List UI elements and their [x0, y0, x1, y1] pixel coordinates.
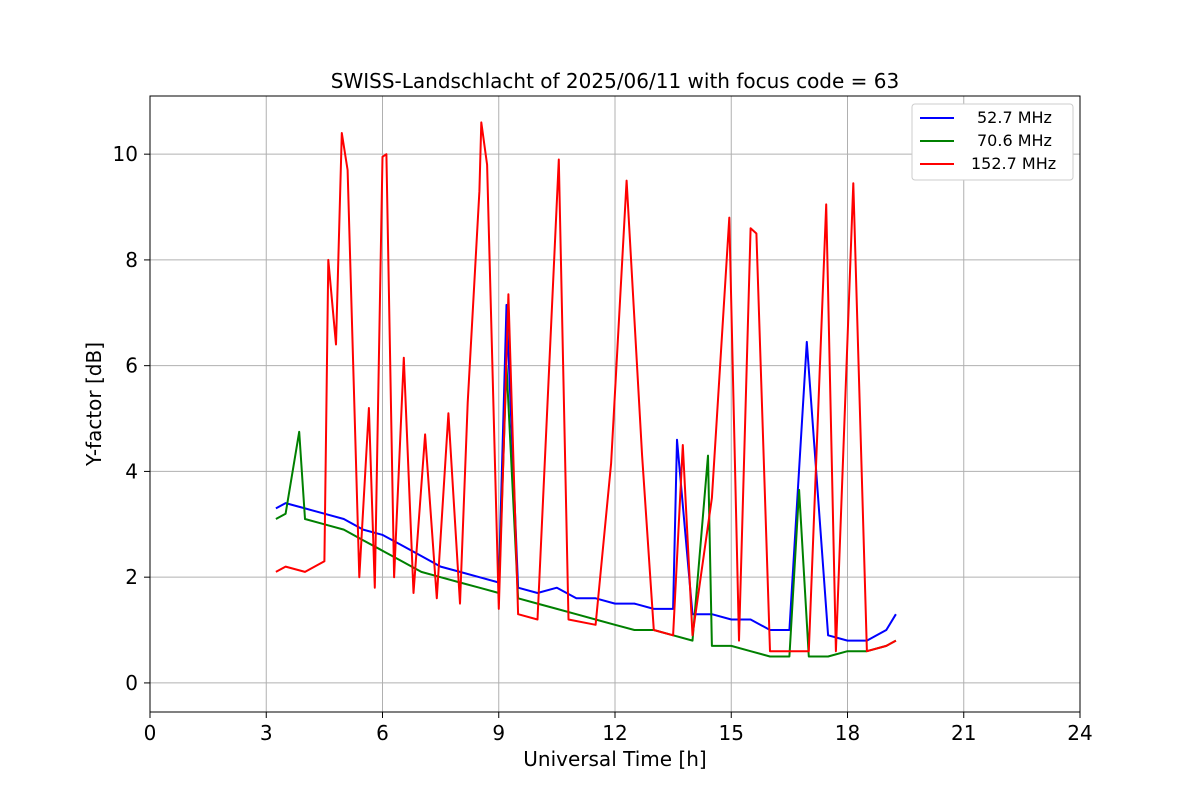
legend: 52.7 MHz 70.6 MHz 152.7 MHz: [911, 103, 1074, 181]
chart-title: SWISS-Landschlacht of 2025/06/11 with fo…: [331, 69, 899, 93]
x-tick-label: 9: [492, 721, 505, 745]
series-line-3: [275, 121, 897, 653]
x-tick-label: 24: [1067, 721, 1092, 745]
x-tick-label: 0: [144, 721, 157, 745]
y-tick-label: 6: [125, 354, 138, 378]
x-tick-label: 18: [835, 721, 860, 745]
legend-box: [911, 103, 1074, 181]
plot-area: [275, 121, 897, 658]
series-line-1: [275, 303, 897, 642]
y-axis-label: Y-factor [dB]: [82, 342, 106, 467]
legend-label-3: 152.7 MHz: [971, 154, 1056, 173]
y-tick-label: 4: [125, 459, 138, 483]
series-line-2: [275, 364, 897, 658]
legend-label-1: 52.7 MHz: [977, 108, 1052, 127]
x-tick-label: 12: [602, 721, 627, 745]
legend-label-2: 70.6 MHz: [977, 131, 1052, 150]
x-tick-label: 15: [719, 721, 744, 745]
x-tick-label: 6: [376, 721, 389, 745]
y-tick-label: 8: [125, 248, 138, 272]
x-tick-label: 3: [260, 721, 273, 745]
x-tick-label: 21: [951, 721, 976, 745]
y-tick-label: 0: [125, 671, 138, 695]
y-tick-label: 2: [125, 565, 138, 589]
x-axis-label: Universal Time [h]: [523, 747, 706, 771]
y-tick-label: 10: [113, 142, 138, 166]
